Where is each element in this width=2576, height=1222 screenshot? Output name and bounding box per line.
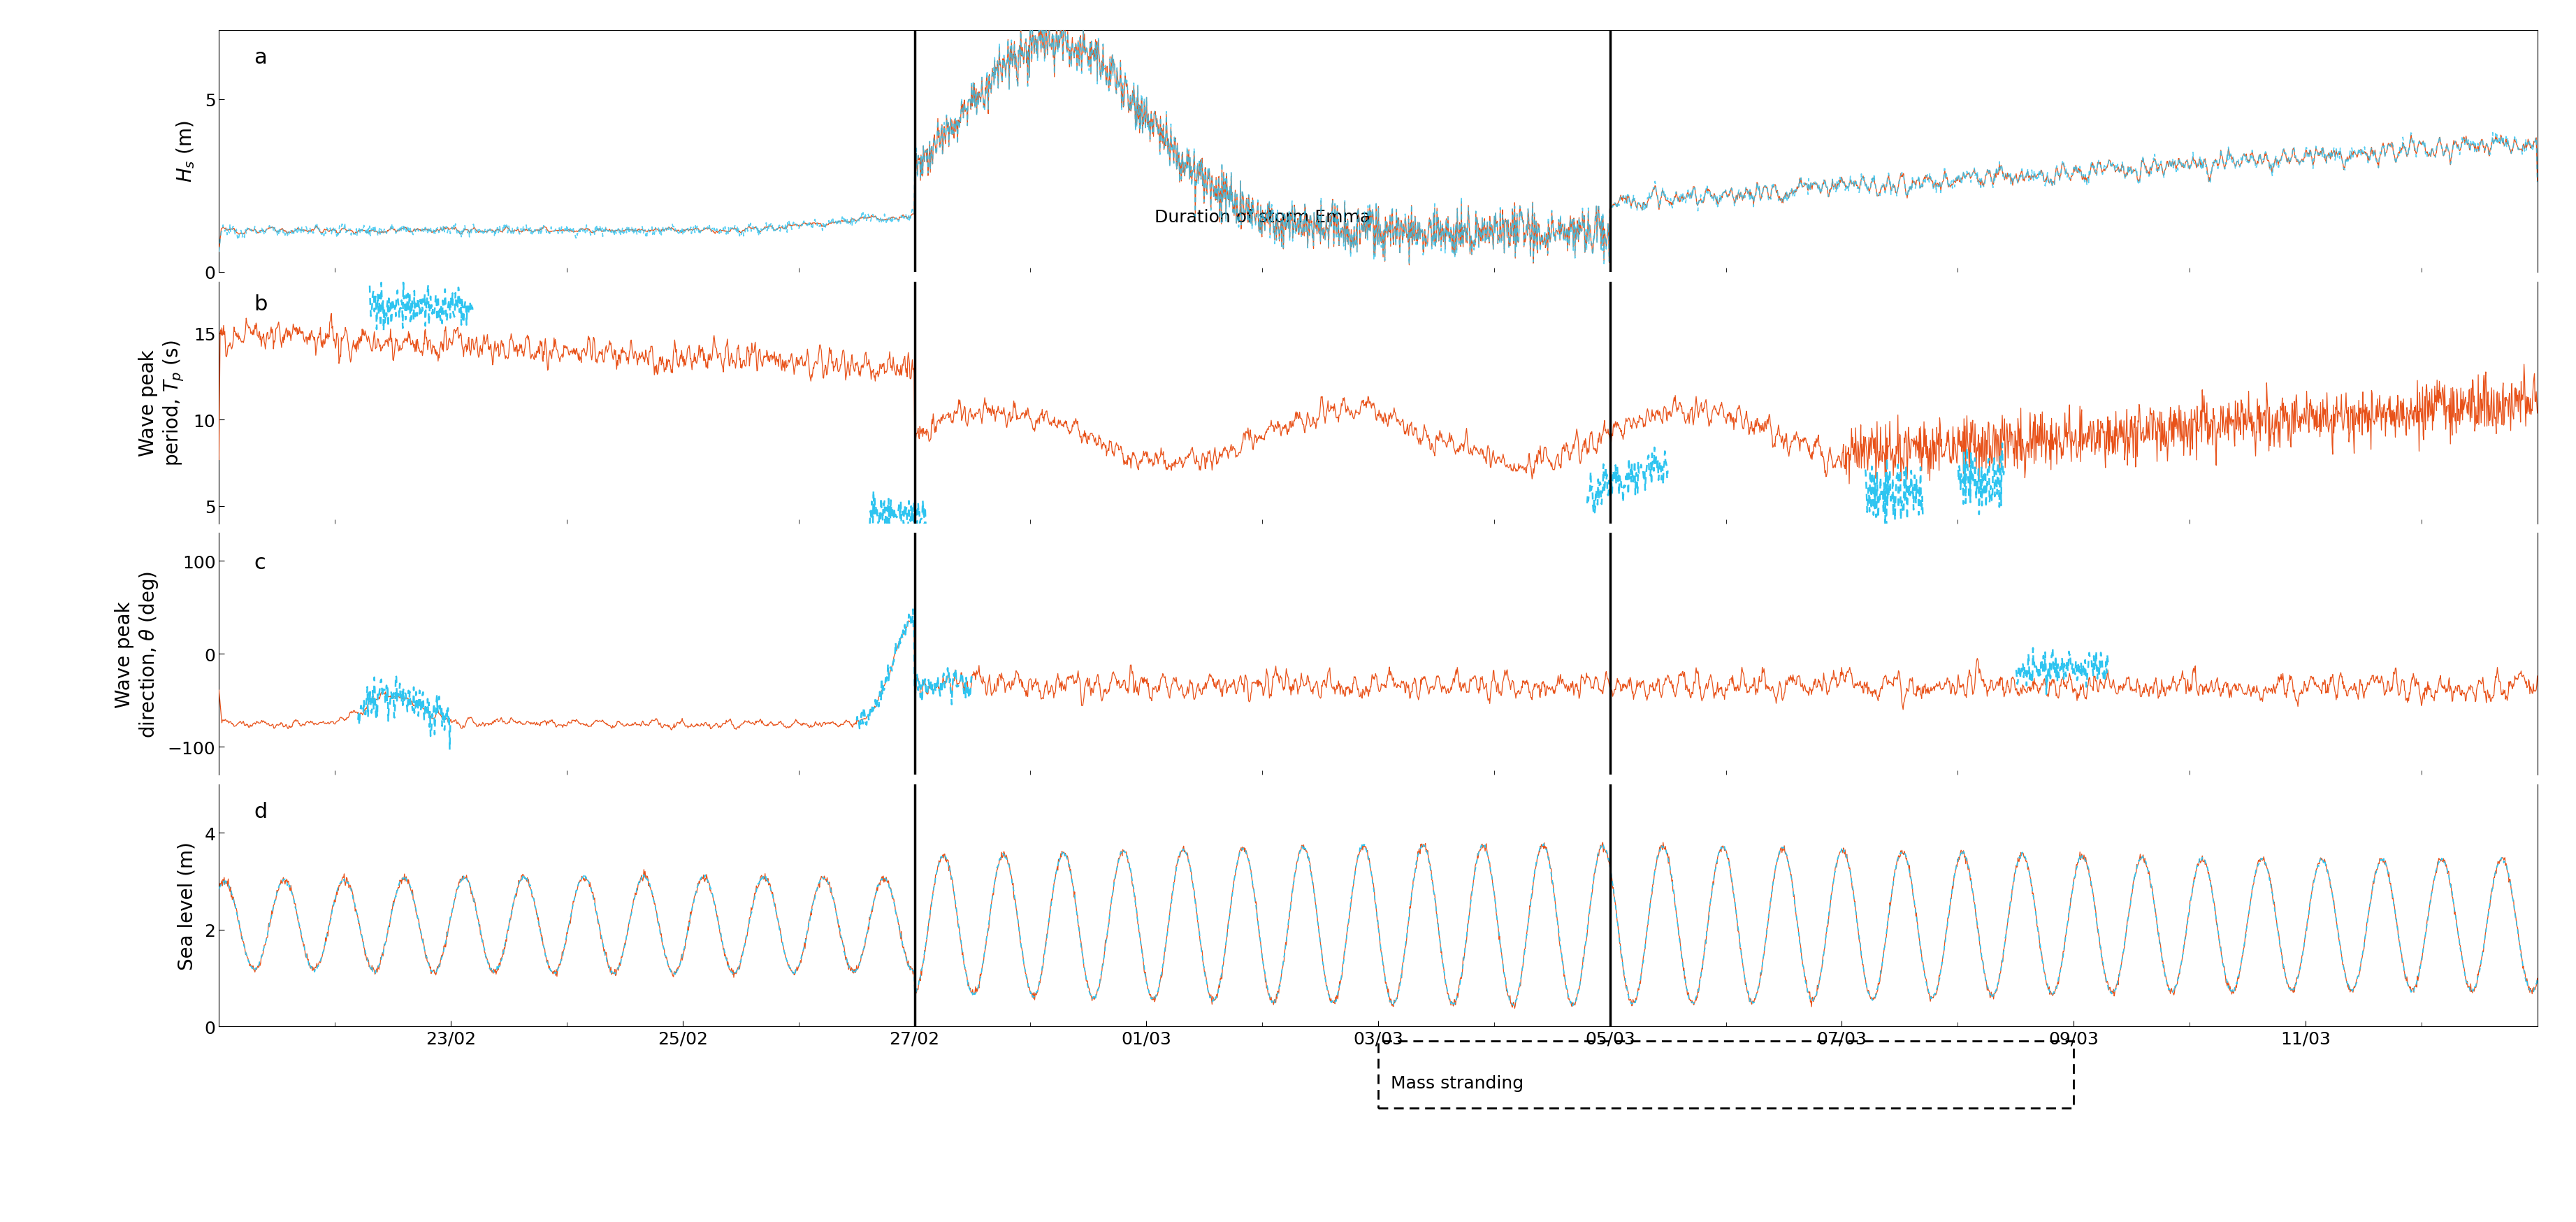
Text: d: d bbox=[252, 802, 268, 822]
Text: Mass stranding: Mass stranding bbox=[1391, 1074, 1525, 1091]
Y-axis label: Wave peak
direction, $\theta$ (deg): Wave peak direction, $\theta$ (deg) bbox=[113, 571, 160, 738]
Text: Duration of storm Emma: Duration of storm Emma bbox=[1154, 209, 1370, 225]
Text: b: b bbox=[252, 295, 268, 314]
Y-axis label: Sea level (m): Sea level (m) bbox=[178, 842, 196, 970]
Text: c: c bbox=[252, 552, 265, 573]
Y-axis label: $H_s$ (m): $H_s$ (m) bbox=[175, 121, 196, 182]
Text: a: a bbox=[252, 48, 268, 67]
Y-axis label: Wave peak
period, $T_p$ (s): Wave peak period, $T_p$ (s) bbox=[139, 340, 185, 466]
